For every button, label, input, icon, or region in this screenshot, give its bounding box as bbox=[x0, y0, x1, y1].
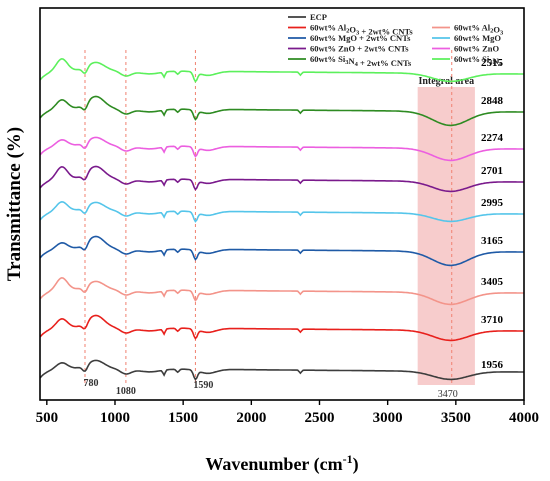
legend-label: 60wt% MgO bbox=[454, 33, 501, 43]
series-line-6 bbox=[39, 136, 524, 162]
reference-lines: 780 1080 1590 3470 bbox=[83, 50, 458, 400]
x-tick-label: 3500 bbox=[441, 410, 471, 426]
legend-label: 60wt% Si3N4 + 2wt% CNTs bbox=[310, 54, 412, 68]
reference-label-1590: 1590 bbox=[193, 380, 213, 391]
integral-value-0: 1956 bbox=[481, 359, 504, 371]
integral-value-6: 2274 bbox=[481, 132, 504, 144]
series-line-5 bbox=[39, 165, 524, 193]
series-line-2 bbox=[39, 276, 524, 306]
x-tick-label: 1000 bbox=[100, 410, 130, 426]
x-tick-label: 1500 bbox=[168, 410, 198, 426]
shade-layer: Integral area bbox=[417, 76, 475, 385]
series-line-1 bbox=[39, 314, 524, 342]
series-line-3 bbox=[39, 235, 524, 267]
x-axis-label-suffix: ) bbox=[353, 454, 359, 475]
reference-label-780: 780 bbox=[83, 378, 98, 389]
x-axis-label-main: Wavenumber (cm bbox=[205, 454, 342, 475]
integral-area-region bbox=[417, 87, 475, 385]
series-line-0 bbox=[39, 359, 524, 381]
legend-label: 60wt% MgO + 2wt% CNTs bbox=[310, 33, 411, 43]
legend-label: 60wt% Al2O3 bbox=[454, 23, 504, 37]
x-tick-label: 4000 bbox=[509, 410, 539, 426]
integral-value-4: 2995 bbox=[481, 197, 504, 209]
series-line-7 bbox=[39, 95, 524, 127]
legend-label: 60wt% Si3N4 bbox=[454, 54, 503, 68]
x-tick-label: 2000 bbox=[236, 410, 266, 426]
plot-frame bbox=[39, 7, 525, 401]
x-tick-label: 2500 bbox=[304, 410, 334, 426]
integral-value-7: 2848 bbox=[481, 95, 504, 107]
x-axis-label-sup: -1 bbox=[343, 452, 353, 466]
reference-label-1080: 1080 bbox=[116, 386, 136, 397]
x-axis: 500 1000 1500 2000 2500 3000 3500 4000 bbox=[36, 400, 539, 426]
series-line-8 bbox=[39, 57, 524, 83]
series-layer bbox=[39, 57, 524, 381]
legend-label: 60wt% Al2O3 + 2wt% CNTs bbox=[310, 23, 413, 37]
integral-value-3: 3165 bbox=[481, 235, 504, 247]
integral-value-8: 2515 bbox=[481, 57, 504, 69]
x-axis-label: Wavenumber (cm-1) bbox=[205, 452, 358, 475]
integral-value-2: 3405 bbox=[481, 276, 504, 288]
integral-labels: 1956 3710 3405 3165 2995 2701 2274 2848 2515 bbox=[481, 57, 504, 371]
legend-label: 60wt% ZnO bbox=[454, 44, 499, 54]
integral-value-5: 2701 bbox=[481, 165, 503, 177]
integral-value-1: 3710 bbox=[481, 314, 504, 326]
legend-label: ECP bbox=[310, 12, 327, 22]
legend-label: 60wt% ZnO + 2wt% CNTs bbox=[310, 44, 409, 54]
reference-label-3470: 3470 bbox=[438, 389, 458, 400]
x-tick-label: 3000 bbox=[373, 410, 403, 426]
x-tick-label: 500 bbox=[36, 410, 59, 426]
series-line-4 bbox=[39, 200, 524, 223]
y-axis-label: Transmittance (%) bbox=[4, 127, 25, 281]
